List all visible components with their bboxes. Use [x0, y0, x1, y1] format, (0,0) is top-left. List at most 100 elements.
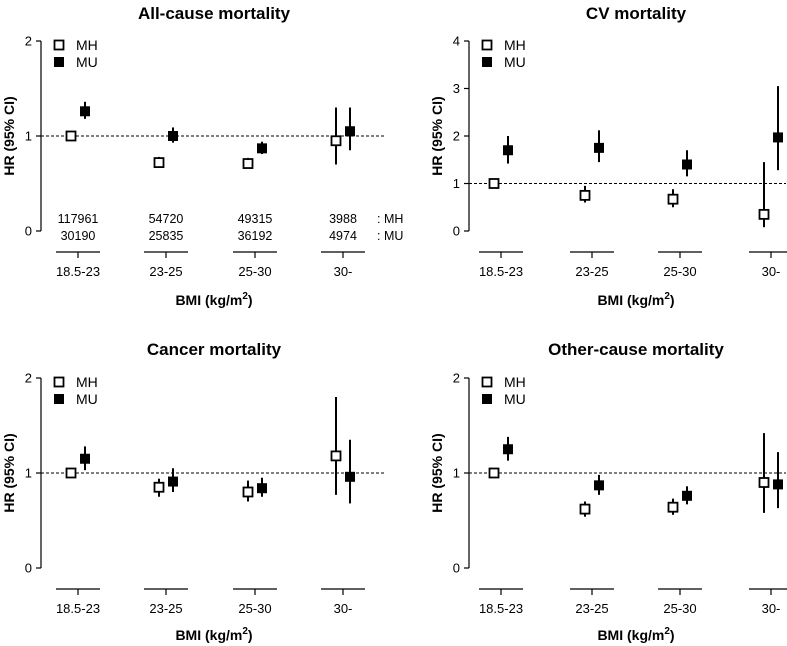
point-mh: [153, 157, 165, 169]
x-axis-label-text: BMI (kg/m: [597, 627, 664, 643]
point-mh: [65, 467, 77, 479]
legend-marker-mu: [54, 57, 64, 67]
x-tick-label: 18.5-23: [479, 264, 523, 279]
legend-label-mu: MU: [76, 54, 98, 70]
count-row-label: : MU: [377, 229, 403, 243]
panel-other: Other-cause mortality 0 1 2 HR (95% CI) 18.5-…: [429, 340, 787, 643]
point-mu: [80, 453, 90, 464]
panel-title: Cancer mortality: [147, 340, 282, 359]
point-mh: [242, 486, 254, 498]
x-tick-label: 25-30: [663, 601, 696, 616]
y-axis-label: HR (95% CI): [429, 96, 445, 175]
x-axis-label: BMI (kg/m2): [175, 626, 252, 643]
legend-marker-mu: [482, 394, 492, 404]
y-tick-label: 1: [25, 466, 32, 481]
y-axis-label: HR (95% CI): [429, 433, 445, 512]
point-mu: [345, 126, 355, 137]
x-axis-label-close: ): [248, 627, 253, 643]
point-mu: [682, 159, 692, 170]
point-mh: [330, 135, 342, 147]
x-tick-label: 25-30: [238, 264, 271, 279]
point-mh: [153, 481, 165, 493]
count-value: 30190: [61, 229, 96, 243]
panel-cv: CV mortality 0 1 2 3 4 HR (95% CI) 18.5-23 23-25…: [429, 4, 787, 308]
x-axis-label-superscript: 2: [242, 291, 248, 302]
count-value: 49315: [238, 212, 273, 226]
point-mh: [488, 178, 500, 189]
y-tick-label: 2: [25, 34, 32, 49]
legend-marker-mu: [54, 394, 64, 404]
point-mh: [667, 193, 679, 205]
y-tick-label: 4: [453, 34, 460, 49]
legend-marker-mh: [53, 39, 65, 51]
point-mu: [257, 483, 267, 494]
x-axis-label-close: ): [248, 292, 253, 308]
x-axis-label-text: BMI (kg/m: [175, 627, 242, 643]
legend-label-mu: MU: [504, 391, 526, 407]
y-tick-label: 0: [453, 224, 460, 239]
x-axis-label-close: ): [670, 627, 675, 643]
point-mu: [682, 490, 692, 501]
count-value: 117961: [58, 212, 99, 226]
y-tick-label: 2: [453, 129, 460, 144]
x-axis-label-superscript: 2: [664, 626, 670, 637]
x-tick-label: 25-30: [238, 601, 271, 616]
x-tick-label: 18.5-23: [56, 601, 100, 616]
y-axis-label: HR (95% CI): [1, 433, 17, 512]
panel-title: CV mortality: [586, 4, 687, 23]
x-tick-label: 30-: [334, 264, 353, 279]
y-tick-label: 0: [25, 224, 32, 239]
point-mh: [579, 503, 591, 515]
legend-label-mh: MH: [504, 374, 526, 390]
point-mu: [80, 106, 90, 117]
x-tick-label: 23-25: [575, 264, 608, 279]
y-tick-label: 3: [453, 81, 460, 96]
point-mh: [330, 450, 342, 462]
x-tick-label: 23-25: [575, 601, 608, 616]
y-tick-label: 0: [25, 561, 32, 576]
x-tick-label: 18.5-23: [56, 264, 100, 279]
legend-label-mh: MH: [504, 37, 526, 53]
point-mh: [667, 501, 679, 513]
point-mh: [242, 158, 254, 169]
point-mh: [579, 189, 591, 201]
x-axis-label-text: BMI (kg/m: [175, 292, 242, 308]
point-mu: [773, 132, 783, 143]
y-tick-label: 0: [453, 561, 460, 576]
x-axis-label: BMI (kg/m2): [597, 626, 674, 643]
y-axis-label: HR (95% CI): [1, 96, 17, 175]
point-mu: [168, 131, 178, 141]
x-tick-label: 25-30: [663, 264, 696, 279]
panel-title: Other-cause mortality: [548, 340, 724, 359]
legend-label-mu: MU: [504, 54, 526, 70]
point-mu: [594, 142, 604, 153]
x-axis-label: BMI (kg/m2): [597, 291, 674, 308]
legend-marker-mh: [481, 39, 493, 51]
legend-marker-mh: [481, 376, 493, 388]
y-tick-label: 1: [453, 466, 460, 481]
point-mh: [488, 467, 500, 479]
x-tick-label: 30-: [762, 601, 781, 616]
panel-all-cause: All-cause mortality 0 1 2 HR (95% CI) 18.5-23…: [1, 4, 403, 308]
count-row-label: : MH: [377, 212, 403, 226]
count-value: 54720: [149, 212, 184, 226]
y-tick-label: 1: [453, 176, 460, 191]
point-mu: [168, 476, 178, 487]
x-tick-label: 30-: [762, 264, 781, 279]
panel-title: All-cause mortality: [138, 4, 291, 23]
count-value: 4974: [329, 229, 357, 243]
x-tick-label: 30-: [334, 601, 353, 616]
point-mu: [503, 145, 513, 156]
x-axis-label-superscript: 2: [242, 626, 248, 637]
legend-marker-mu: [482, 57, 492, 67]
point-mh: [65, 130, 77, 142]
point-mh: [758, 208, 770, 220]
legend-marker-mh: [53, 376, 65, 388]
count-value: 36192: [238, 229, 273, 243]
point-mh: [758, 477, 770, 488]
point-mu: [257, 143, 267, 154]
point-mu: [345, 471, 355, 482]
x-axis-label-text: BMI (kg/m: [597, 292, 664, 308]
y-tick-label: 2: [453, 371, 460, 386]
